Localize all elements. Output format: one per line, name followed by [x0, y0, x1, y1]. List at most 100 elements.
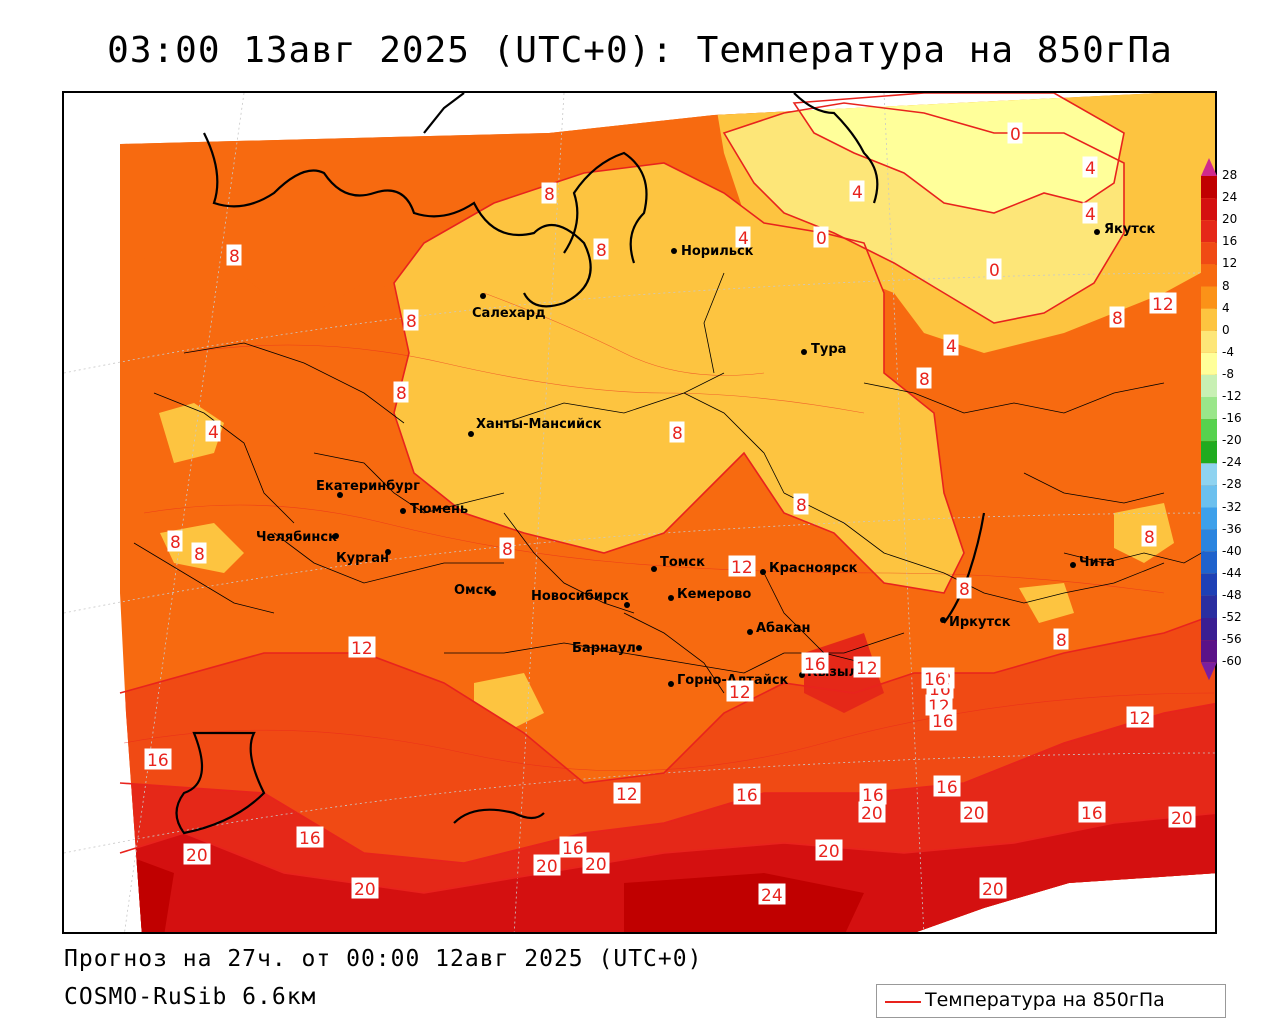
isotherm-label: 8 — [499, 537, 515, 560]
city-krasnoyarsk[interactable]: Красноярск — [760, 561, 858, 576]
svg-text:8: 8 — [672, 424, 683, 444]
isotherm-label: 20 — [979, 877, 1007, 900]
city-norilsk[interactable]: Норильск — [671, 244, 754, 259]
svg-text:Курган: Курган — [336, 551, 389, 566]
isotherm-labels: 0 0 0 4 4 4 4 4 4 8 8 8 8 8 8 8 8 8 8 8 … — [144, 122, 1196, 906]
scale-tick-label: 0 — [1222, 322, 1230, 337]
svg-text:0: 0 — [816, 229, 827, 249]
scale-tick-label: 28 — [1222, 168, 1238, 182]
svg-text:Тура: Тура — [811, 342, 846, 357]
isotherm-label: 12 — [728, 555, 756, 578]
svg-text:12: 12 — [1152, 295, 1174, 315]
city-barnaul[interactable]: Барнаул — [572, 641, 642, 656]
isotherm-thin-lines — [123, 292, 1215, 772]
isotherm-label: 20 — [582, 852, 610, 875]
city-yekaterinburg[interactable]: Екатеринбург — [316, 479, 420, 498]
isotherm-label: 20 — [351, 877, 379, 900]
isotherm-label: 16 — [929, 709, 957, 732]
admin-borders — [133, 272, 1215, 694]
svg-text:8: 8 — [406, 312, 417, 332]
svg-text:20: 20 — [818, 842, 840, 862]
svg-text:8: 8 — [1112, 309, 1123, 329]
city-markers: Норильск Якутск Салехард Тура Ханты-Манс… — [256, 222, 1156, 688]
city-kemerovo[interactable]: Кемерово — [668, 587, 751, 602]
city-tomsk[interactable]: Томск — [651, 555, 705, 572]
scale-tick-label: -24 — [1222, 455, 1242, 470]
city-chelyabinsk[interactable]: Челябинск — [256, 530, 339, 545]
scale-swatch — [1201, 485, 1217, 508]
scale-swatch — [1201, 397, 1217, 420]
svg-text:12: 12 — [1129, 709, 1151, 729]
svg-text:Кемерово: Кемерово — [677, 587, 751, 602]
isotherm-label: 12 — [1149, 292, 1177, 315]
isotherm-label: 8 — [669, 421, 685, 444]
temperature-map[interactable]: Норильск Якутск Салехард Тура Ханты-Манс… — [62, 91, 1217, 934]
isotherm-label: 16 — [733, 783, 761, 806]
isotherm-label: 4 — [849, 180, 865, 203]
scale-swatch — [1201, 242, 1217, 265]
svg-text:4: 4 — [852, 183, 863, 203]
svg-text:Новосибирск: Новосибирск — [531, 589, 629, 604]
scale-swatch — [1201, 176, 1217, 199]
city-chita[interactable]: Чита — [1070, 555, 1115, 570]
city-omsk[interactable]: Омск — [454, 583, 496, 598]
svg-text:0: 0 — [989, 261, 1000, 281]
svg-text:8: 8 — [194, 545, 205, 565]
scale-tick-label: -32 — [1222, 499, 1242, 514]
scale-swatch — [1201, 640, 1217, 663]
scale-tick-label: 8 — [1222, 278, 1230, 293]
city-khanty-mansiysk[interactable]: Ханты-Мансийск — [468, 417, 602, 437]
city-kurgan[interactable]: Курган — [336, 549, 391, 566]
isotherm-label: 12 — [1126, 706, 1154, 729]
svg-text:Норильск: Норильск — [681, 244, 754, 259]
svg-text:4: 4 — [1085, 159, 1096, 179]
coastline — [175, 93, 986, 835]
scale-swatch — [1201, 573, 1217, 596]
city-irkutsk[interactable]: Иркутск — [940, 615, 1011, 630]
svg-text:Якутск: Якутск — [1104, 222, 1156, 237]
svg-text:8: 8 — [1056, 631, 1067, 651]
svg-text:8: 8 — [170, 533, 181, 553]
city-novosibirsk[interactable]: Новосибирск — [531, 589, 630, 608]
scale-swatch — [1201, 264, 1217, 287]
svg-text:Чита: Чита — [1079, 555, 1115, 570]
scale-tick-label: -36 — [1222, 521, 1242, 536]
isotherm-label: 12 — [853, 656, 881, 679]
svg-text:8: 8 — [959, 580, 970, 600]
isotherm-label: 8 — [916, 367, 932, 390]
svg-text:0: 0 — [1010, 125, 1021, 145]
scale-tick-label: -48 — [1222, 587, 1242, 602]
city-tyumen[interactable]: Тюмень — [400, 502, 468, 517]
svg-text:Барнаул: Барнаул — [572, 641, 636, 656]
svg-text:16: 16 — [299, 829, 321, 849]
svg-text:8: 8 — [502, 540, 513, 560]
isotherm-label: 12 — [613, 782, 641, 805]
svg-text:Красноярск: Красноярск — [769, 561, 858, 576]
isotherm-label: 8 — [593, 238, 609, 261]
svg-text:16: 16 — [147, 751, 169, 771]
scale-arrow-top — [1201, 158, 1217, 176]
city-salekhard[interactable]: Салехард — [472, 293, 546, 321]
scale-arrow-bottom — [1201, 662, 1217, 681]
isotherm-label: 4 — [735, 226, 751, 249]
city-yakutsk[interactable]: Якутск — [1094, 222, 1156, 237]
svg-text:16: 16 — [1081, 804, 1103, 824]
svg-text:12: 12 — [616, 785, 638, 805]
svg-text:Салехард: Салехард — [472, 306, 546, 321]
isotherm-label: 20 — [960, 801, 988, 824]
svg-text:Абакан: Абакан — [756, 621, 811, 636]
scale-tick-label: -56 — [1222, 632, 1242, 647]
isotherm-label: 16 — [801, 652, 829, 675]
svg-text:16: 16 — [936, 778, 958, 798]
city-abakan[interactable]: Абакан — [747, 621, 811, 636]
city-tura[interactable]: Тура — [801, 342, 846, 357]
isotherm-label: 8 — [167, 530, 183, 553]
scale-tick-label: -16 — [1222, 411, 1242, 426]
isotherm-label: 8 — [1053, 628, 1069, 651]
isotherm-label: 20 — [533, 854, 561, 877]
svg-text:20: 20 — [536, 857, 558, 877]
scale-swatch — [1201, 463, 1217, 486]
map-canvas: Норильск Якутск Салехард Тура Ханты-Манс… — [64, 93, 1215, 932]
svg-text:Екатеринбург: Екатеринбург — [316, 479, 420, 494]
scale-swatch — [1201, 220, 1217, 243]
